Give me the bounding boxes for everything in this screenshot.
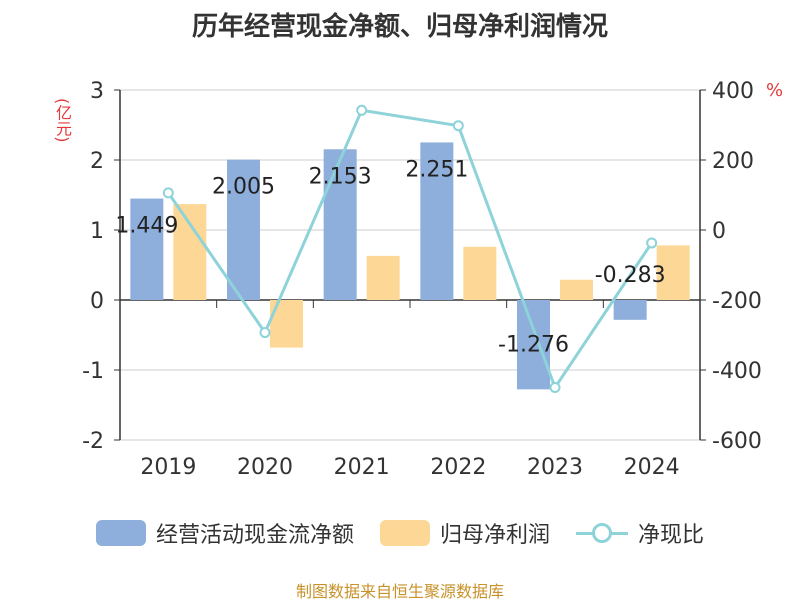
- x-tick-label: 2023: [527, 455, 583, 480]
- data-label-cash-flow: 2.153: [309, 164, 372, 189]
- bar-net-profit: [656, 245, 690, 300]
- right-tick-label: -200: [712, 289, 762, 314]
- chart-legend: 经营活动现金流净额 归母净利润 净现比: [0, 515, 800, 551]
- right-tick-label: 400: [712, 79, 754, 104]
- bar-cash-flow: [227, 159, 260, 300]
- bar-cash-flow: [517, 300, 550, 390]
- bar-cash-flow: [613, 300, 647, 320]
- point-ratio: [452, 120, 464, 132]
- bar-net-profit: [560, 279, 593, 300]
- bar-net-profit: [173, 204, 207, 300]
- data-label-cash-flow: -0.283: [595, 263, 666, 288]
- point-ratio: [356, 104, 368, 116]
- legend-label-cash-flow: 经营活动现金流净额: [155, 523, 354, 548]
- legend-item-net-profit[interactable]: 归母净利润: [379, 517, 550, 549]
- x-tick-label: 2021: [334, 455, 390, 480]
- left-tick-label: -2: [82, 429, 104, 454]
- left-tick-label: 2: [90, 149, 104, 174]
- right-axis-unit: %: [766, 80, 784, 101]
- bar-net-profit: [366, 255, 400, 300]
- left-tick-label: 3: [90, 79, 104, 104]
- legend-item-cash-flow[interactable]: 经营活动现金流净额: [95, 517, 354, 549]
- point-ratio: [259, 327, 271, 339]
- legend-swatch-ratio: [576, 520, 628, 546]
- bar-cash-flow: [420, 142, 454, 300]
- legend-item-ratio[interactable]: 净现比: [576, 517, 704, 549]
- data-label-cash-flow: 2.005: [212, 175, 275, 200]
- data-label-cash-flow: 2.251: [405, 157, 468, 182]
- x-tick-label: 2022: [430, 455, 486, 480]
- point-ratio: [162, 187, 174, 199]
- left-tick-label: -1: [82, 359, 104, 384]
- left-tick-label: 1: [90, 219, 104, 244]
- source-note: 制图数据来自恒生聚源数据库: [295, 582, 504, 601]
- left-axis-unit: (亿元): [53, 98, 72, 143]
- bar-net-profit: [463, 246, 497, 300]
- right-tick-label: -400: [712, 359, 762, 384]
- bar-cash-flow: [323, 149, 357, 300]
- legend-swatch-net-profit: [379, 520, 430, 546]
- x-tick-label: 2024: [624, 455, 680, 480]
- left-tick-label: 0: [90, 289, 104, 314]
- legend-swatch-cash-flow: [95, 520, 146, 546]
- x-tick-label: 2019: [140, 455, 196, 480]
- legend-label-ratio: 净现比: [638, 523, 705, 548]
- right-tick-label: -600: [712, 429, 762, 454]
- point-ratio: [646, 237, 658, 249]
- line-ratio: [167, 108, 653, 391]
- x-tick-label: 2020: [237, 455, 293, 480]
- chart-title: 历年经营现金净额、归母净利润情况: [191, 12, 608, 42]
- bar-cash-flow: [130, 198, 164, 300]
- right-tick-label: 200: [712, 149, 754, 174]
- point-ratio: [549, 382, 561, 393]
- legend-label-net-profit: 归母净利润: [439, 523, 550, 548]
- right-tick-label: 0: [712, 219, 726, 244]
- data-label-cash-flow: 1.449: [115, 214, 178, 239]
- data-label-cash-flow: -1.276: [498, 332, 569, 357]
